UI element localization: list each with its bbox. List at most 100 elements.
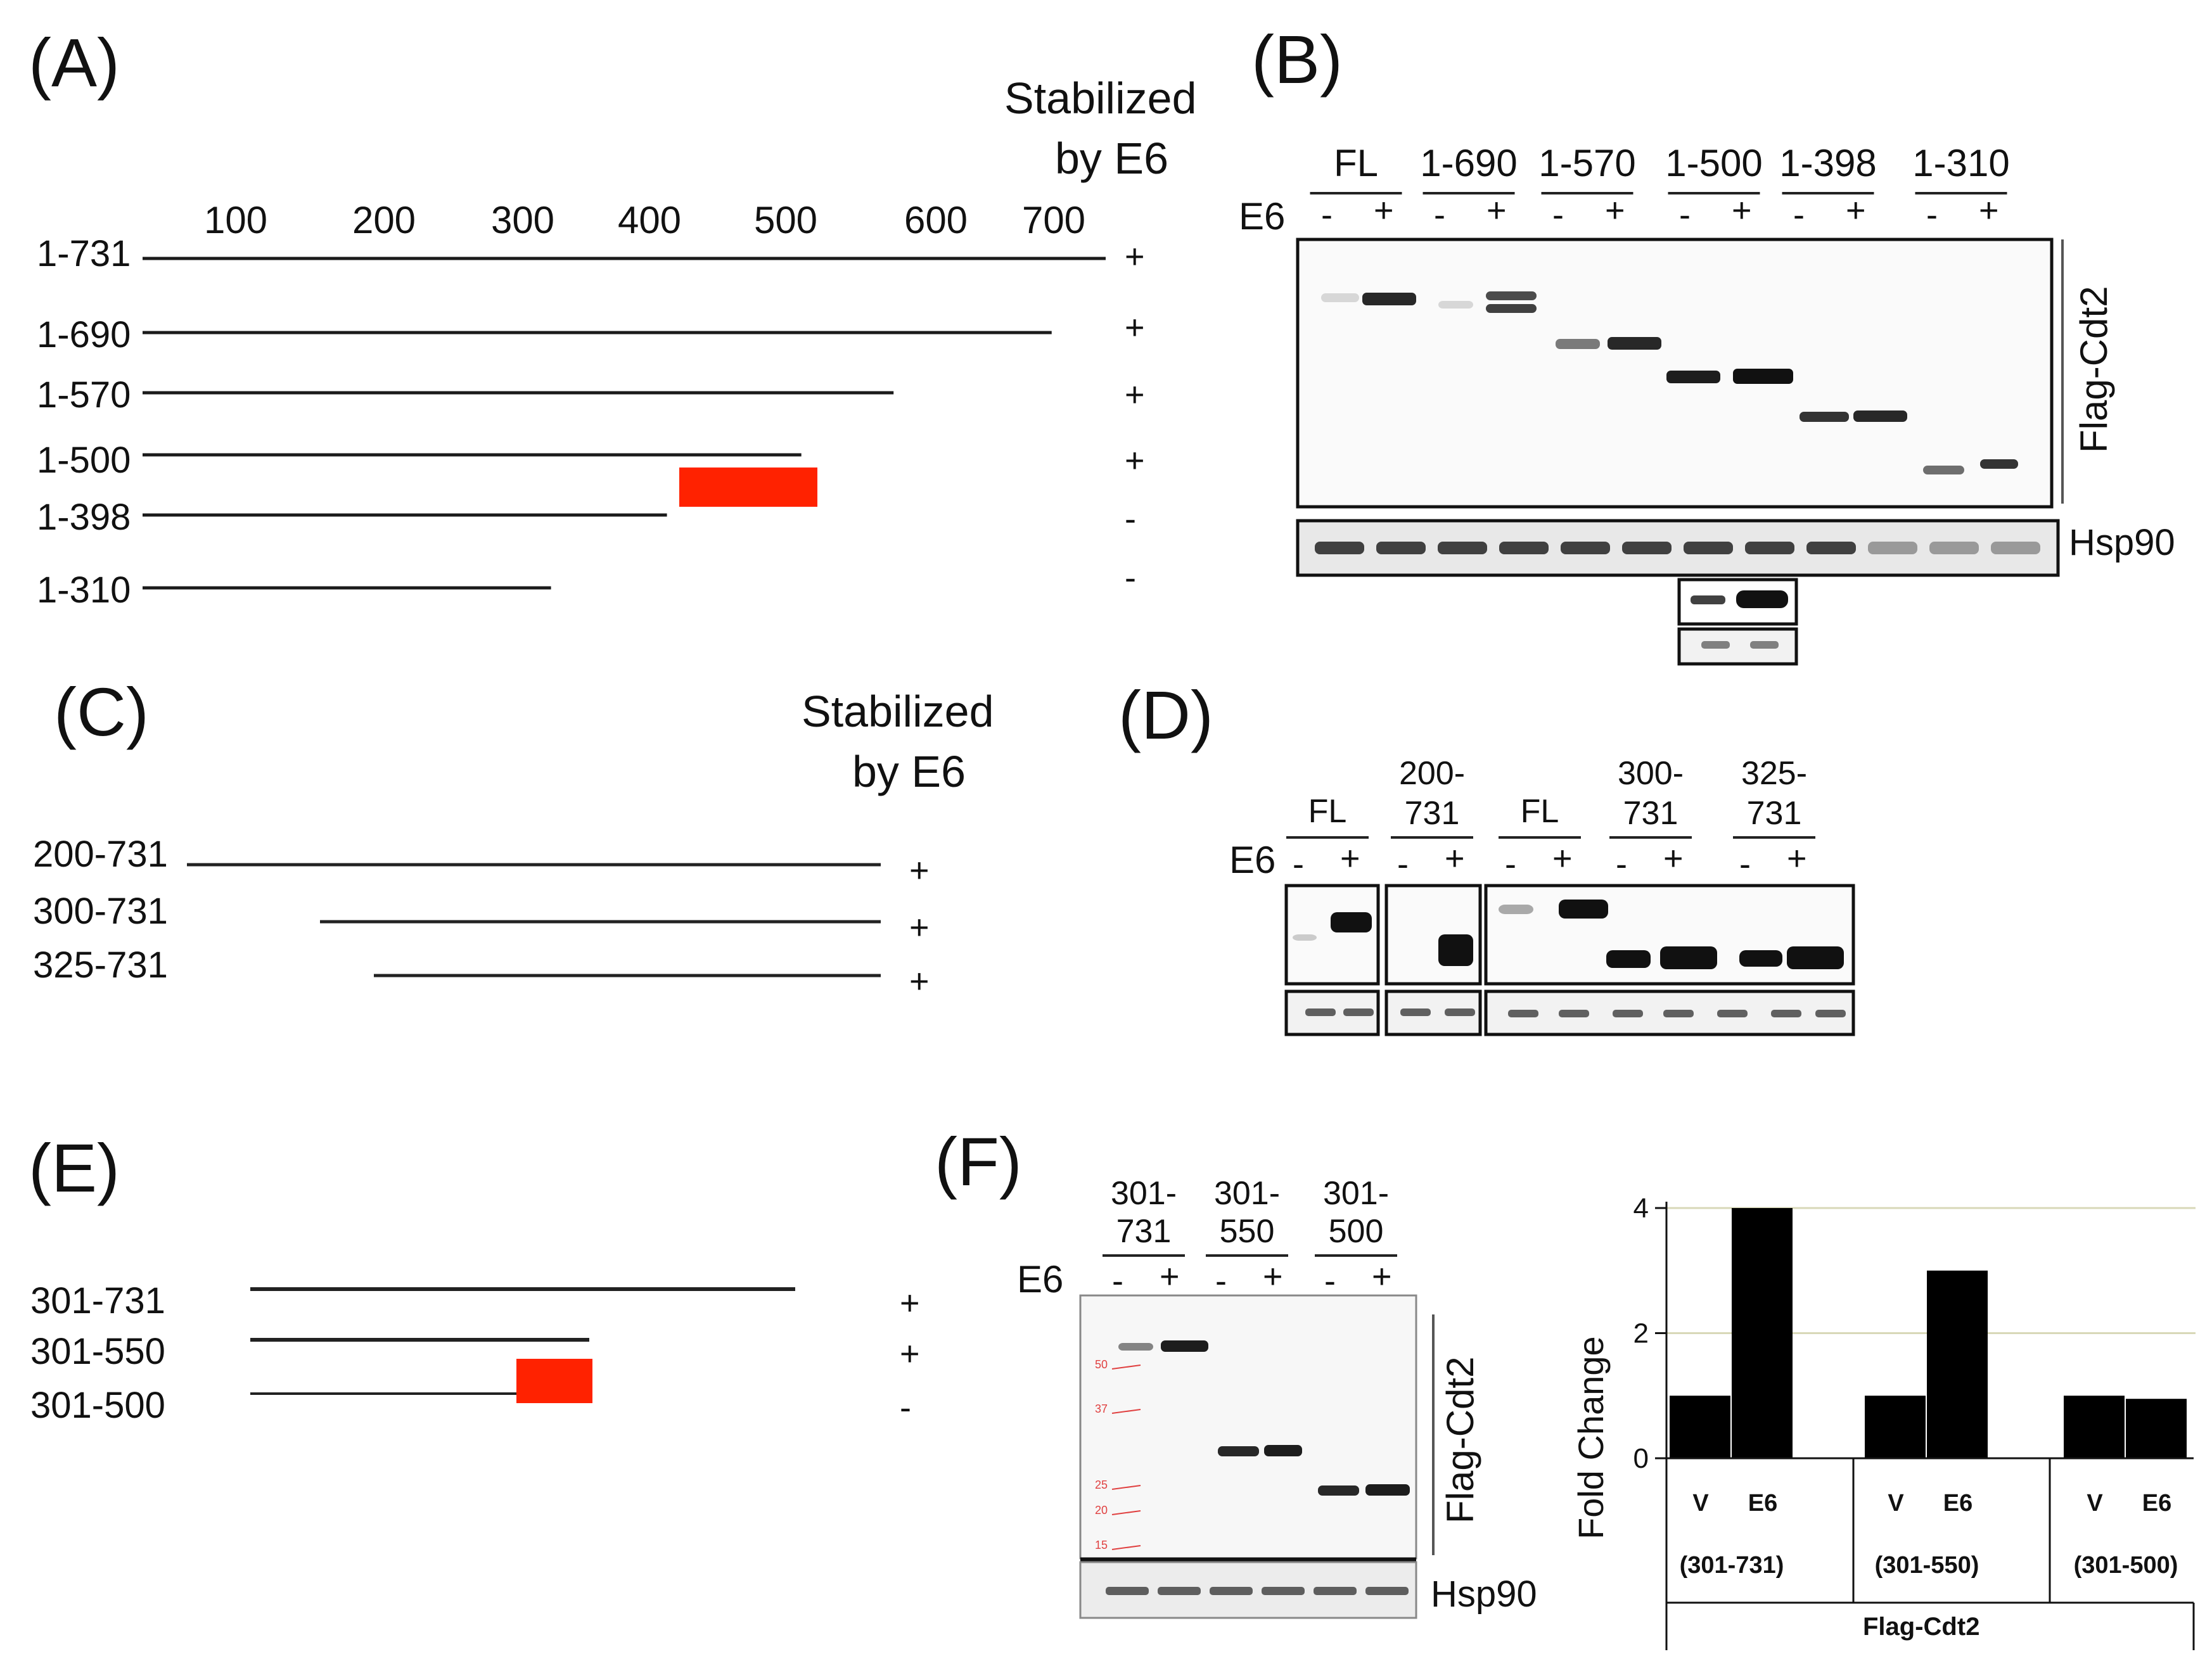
panel-b-blot-band [1980,459,2018,469]
chart-y-axis-label: Fold Change [1571,1336,1611,1539]
panel-f-blot-band [1118,1343,1153,1351]
panel-f-marker-tick [1111,1485,1141,1490]
panel-a-construct-label: 1-570 [37,374,131,416]
panel-b-blot-band [1853,410,1907,422]
panel-f-blot-band [1365,1484,1410,1496]
chart-y-tick-label: 0 [1633,1443,1649,1474]
panel-b-sign-plus: + [1374,191,1394,229]
panel-a-stabilized-sign: + [1125,442,1145,480]
panel-a-stabilized-sign: + [1125,238,1145,276]
panel-b-blot-band [1486,304,1537,313]
panel-a-stabilized-sign: + [1125,309,1145,347]
panel-b-hsp90-band [1622,542,1672,554]
panel-f-marker-tick [1111,1545,1141,1550]
panel-d-blot-band [1293,934,1317,941]
panel-b-lane-label: FL [1333,142,1379,184]
panel-f-hsp90-band [1314,1587,1357,1595]
panel-f-lane-label: 731 [1116,1213,1172,1250]
panel-b-e6-label: E6 [1239,195,1286,238]
panel-b-blot-band [1556,339,1600,349]
panel-a-red-region [679,468,817,507]
panel-f-lane-label: 301- [1322,1175,1390,1212]
panel-c-construct-label: 325-731 [33,945,168,986]
panel-d-lane-label: 731 [1746,795,1802,832]
panel-a-tick-300: 300 [490,199,555,241]
panel-d-blot-band [1499,905,1533,914]
panel-e-stabilized-sign: + [900,1335,920,1373]
panel-a-header-line2: by E6 [1055,134,1168,183]
panel-label-f: (F) [935,1123,1022,1200]
panel-d-lane-label: 731 [1404,795,1460,832]
panel-f-blot-band [1264,1445,1302,1456]
panel-d-sign-plus: + [1552,839,1573,877]
panel-f-sign-plus: + [1263,1257,1283,1295]
panel-b-hsp90-band [1315,542,1364,554]
chart-x-axis-label: Flag-Cdt2 [1863,1613,1980,1641]
panel-b-hsp90-band [1438,542,1487,554]
panel-d-sign-minus: - [1616,845,1627,883]
panel-b-blot-band [1666,371,1720,383]
chart-category-label: V [2087,1490,2103,1517]
panel-b-sign-plus: + [1979,191,1999,229]
panel-a-stabilized-sign: - [1125,559,1136,597]
panel-a-tick-100: 100 [203,199,268,241]
chart-group-label: (301-550) [1875,1552,1979,1579]
panel-b-lane-label: 1-398 [1779,142,1877,184]
panel-label-b: (B) [1251,21,1343,98]
panel-f-blot-box [1079,1294,1417,1560]
panel-c-stabilized-sign: + [909,962,930,1000]
panel-b-antibody-hsp90: Hsp90 [2069,522,2175,563]
panel-d-blot-band [1739,950,1782,967]
panel-d-hsp90-band [1343,1008,1374,1016]
panel-f-marker-tick [1111,1409,1141,1414]
panel-d-blot-band [1438,934,1473,966]
panel-a-tick-600: 600 [904,199,968,241]
panel-d-sign-minus: - [1293,845,1304,883]
panel-b-blot-band [1733,369,1793,384]
panel-b-sign-minus: - [1434,196,1445,234]
panel-e-construct-label: 301-731 [30,1280,165,1321]
panel-a-construct-label: 1-398 [37,497,131,538]
chart-y-tick-label: 4 [1633,1193,1649,1224]
panel-d-sign-minus: - [1505,845,1516,883]
panel-label-a: (A) [29,24,120,101]
chart-y-tick-label: 2 [1633,1318,1649,1349]
panel-a-construct-label: 1-500 [37,440,131,481]
panel-b-blot-band [1438,301,1473,309]
panel-b-hsp90-band [1745,542,1794,554]
panel-d-lane-label: 200- [1398,755,1466,792]
chart-category-label: V [1692,1490,1709,1517]
panel-b-lane-label: 1-690 [1420,142,1518,184]
chart-bar-v [1670,1396,1730,1458]
panel-d-hsp90-band [1559,1010,1589,1017]
panel-a-stabilized-sign: - [1125,500,1136,538]
panel-d-blot-band [1787,946,1844,969]
panel-label-d: (D) [1118,677,1213,753]
panel-c-header-line2: by E6 [852,747,966,796]
panel-e-construct-label: 301-500 [30,1385,165,1426]
panel-b-sign-minus: - [1793,196,1805,234]
panel-f-lane-label: 500 [1328,1213,1384,1250]
panel-a-construct-label: 1-310 [37,569,131,611]
panel-d-lane-label: FL [1308,793,1347,830]
panel-d-lane-label: FL [1520,793,1559,830]
panel-b-blot-band [1362,293,1416,305]
panel-b-lane-label: 1-500 [1665,142,1763,184]
chart-group-label: (301-731) [1680,1552,1784,1579]
panel-f-hsp90-band [1158,1587,1201,1595]
panel-b-hsp90-band [1806,542,1856,554]
panel-c-construct-label: 200-731 [33,834,168,875]
chart-bar-e6 [1927,1270,1988,1458]
panel-b-inset-band [1750,641,1779,649]
panel-e-stabilized-sign: - [900,1389,911,1427]
panel-f-hsp90-band [1365,1587,1409,1595]
panel-c-header-line1: Stabilized [802,687,994,736]
chart-group-label: (301-500) [2074,1552,2178,1579]
panel-f-marker-tick [1111,1510,1141,1515]
panel-f-lane-label: 301- [1213,1175,1281,1212]
